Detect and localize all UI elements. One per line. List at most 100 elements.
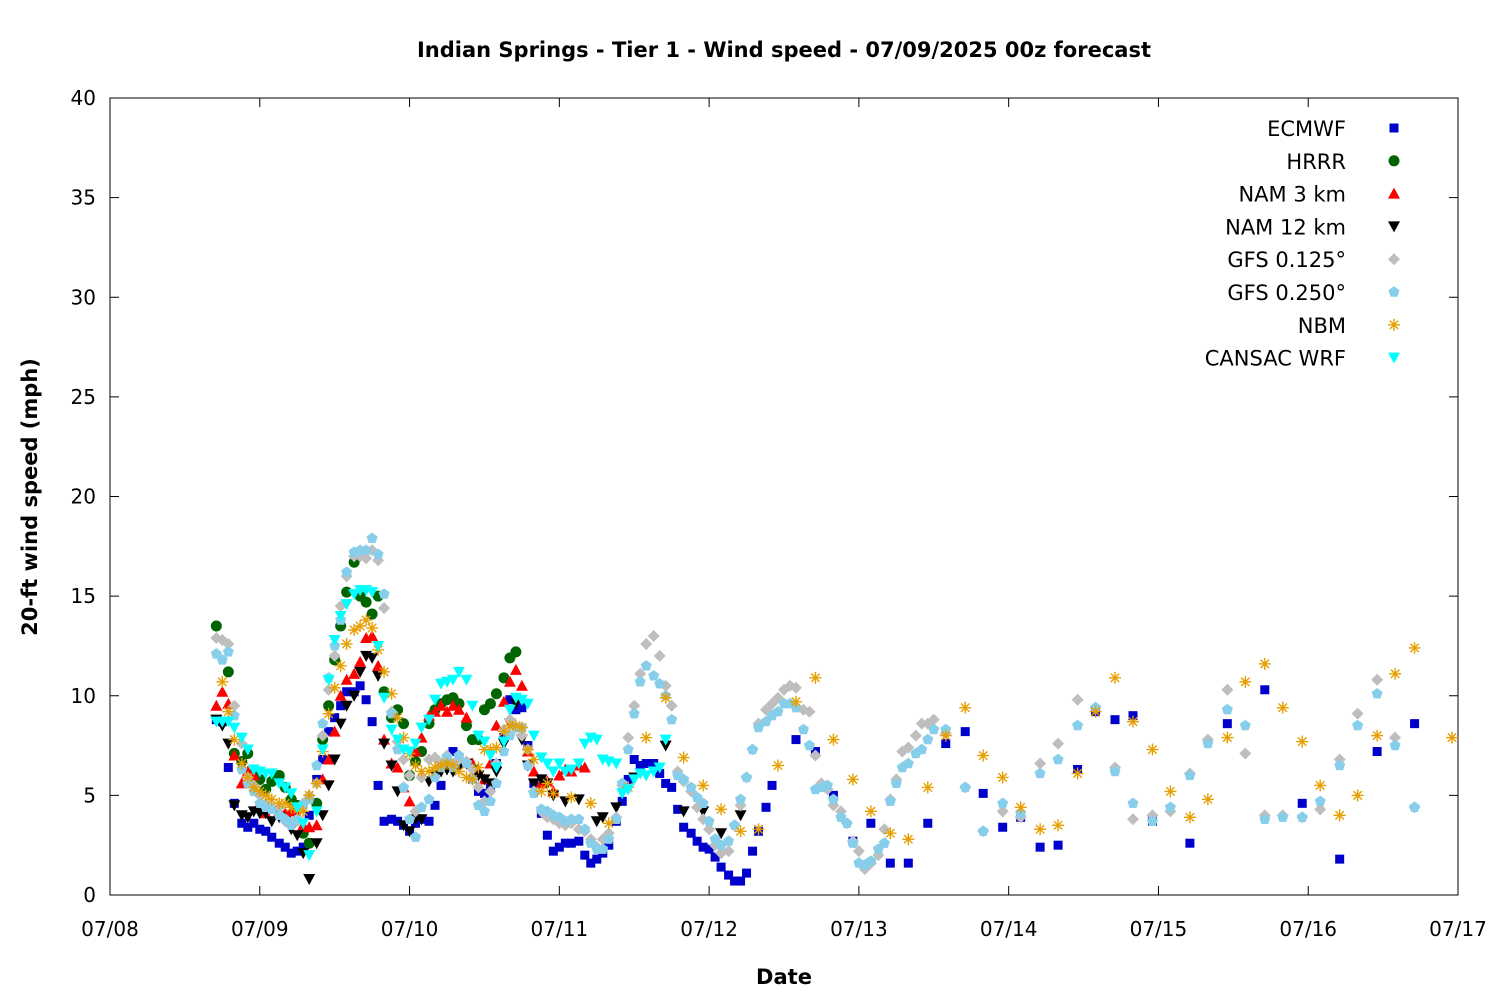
point-nbm [535,785,548,798]
point-nbm [527,753,540,766]
point-gfs-0-250 [1352,719,1364,731]
point-hrrr [360,596,372,608]
point-nam-12-km [310,838,323,850]
point-gfs-0-125 [722,845,735,858]
point-gfs-0-125 [328,649,341,662]
point-gfs-0-250 [741,771,753,783]
point-ecmwf [923,818,933,828]
point-nbm [977,749,990,762]
point-ecmwf [1185,838,1195,848]
point-gfs-0-250 [461,757,472,769]
x-tick-label: 07/11 [531,917,589,941]
point-nbm [996,771,1009,784]
asterisk-stroke [753,824,764,834]
point-gfs-0-125 [1034,757,1047,770]
point-gfs-0-125 [403,769,416,782]
point-ecmwf [393,816,403,826]
point-gfs-0-250 [1314,795,1326,806]
y-tick-label: 0 [83,883,96,907]
point-gfs-0-125 [378,602,391,615]
point-nbm [366,622,379,635]
point-gfs-0-250 [922,733,934,745]
point-gfs-0-125 [322,683,335,696]
point-cansac-wrf [515,694,528,706]
asterisk-stroke [349,625,359,635]
point-ecmwf [1222,719,1232,729]
point-gfs-0-250 [1127,797,1139,808]
point-nbm [602,817,615,830]
asterisk-stroke [548,788,559,799]
asterisk-stroke [903,834,914,844]
point-gfs-0-250 [1259,813,1271,824]
legend-label: NAM 12 km [1225,215,1346,239]
point-gfs-0-250 [847,837,859,848]
x-axis-label: Date [756,965,812,989]
asterisk-stroke [1297,736,1307,747]
point-ecmwf [237,818,247,828]
asterisk-stroke [1147,744,1158,755]
point-cansac-wrf [328,634,341,646]
point-nam-3-km [340,673,353,685]
point-nam-12-km [734,810,747,822]
point-gfs-0-250 [597,843,609,854]
point-nbm [1201,793,1214,806]
asterisk-stroke [323,708,334,719]
point-nam-3-km [216,685,229,697]
point-cansac-wrf [429,694,442,706]
point-ecmwf [724,870,734,880]
legend-label: ECMWF [1267,117,1346,141]
point-nbm [378,665,391,678]
point-gfs-0-250 [222,646,234,657]
point-ecmwf [574,836,584,846]
asterisk-stroke [341,639,352,649]
point-ecmwf [742,868,752,878]
point-ecmwf [767,780,777,790]
point-ecmwf [342,687,352,697]
point-ecmwf [424,816,434,826]
asterisk-stroke [229,734,240,745]
point-gfs-0-125 [1351,707,1364,720]
point-nbm [1371,729,1384,742]
point-ecmwf [885,858,895,868]
point-nbm [1446,731,1459,744]
point-ecmwf [635,760,645,770]
point-gfs-0-250 [416,801,428,812]
point-hrrr [460,720,472,732]
point-ecmwf [430,800,440,810]
point-ecmwf [548,846,558,856]
point-hrrr [210,620,222,632]
point-ecmwf [1372,747,1382,757]
point-gfs-0-125 [515,729,528,742]
point-gfs-0-250 [585,837,597,848]
point-ecmwf [448,747,458,757]
point-cansac-wrf [547,766,560,778]
point-cansac-wrf [590,734,603,746]
asterisk-stroke [1110,673,1120,683]
x-axis: 07/08 07/09 07/10 07/11 07/12 07/13 07/14 07/15… [81,98,1487,941]
point-cansac-wrf [628,774,641,786]
point-ecmwf [686,828,696,838]
point-cansac-wrf [285,788,298,800]
asterisk-stroke [885,828,896,838]
point-nbm [1014,801,1027,814]
point-ecmwf [903,858,913,868]
asterisk-stroke [267,794,277,805]
point-nbm [584,797,597,810]
x-tick-label: 07/12 [680,917,738,941]
point-gfs-0-250 [916,743,928,755]
point-ecmwf [679,822,689,832]
point-gfs-0-250 [453,749,465,761]
point-nbm [640,731,653,744]
asterisk-stroke [442,758,452,769]
legend: ECMWF HRRR NAM 3 km NAM 12 km GFS 0.125° GFS … [1205,117,1400,371]
point-cansac-wrf [653,762,666,774]
point-cansac-wrf [385,724,398,736]
point-nam-12-km [316,810,329,822]
point-nbm [1239,675,1252,688]
point-gfs-0-250 [997,797,1009,808]
point-gfs-0-250 [610,813,622,824]
asterisk-stroke [298,806,308,817]
point-gfs-0-250 [977,825,989,836]
asterisk-stroke [1015,802,1026,813]
